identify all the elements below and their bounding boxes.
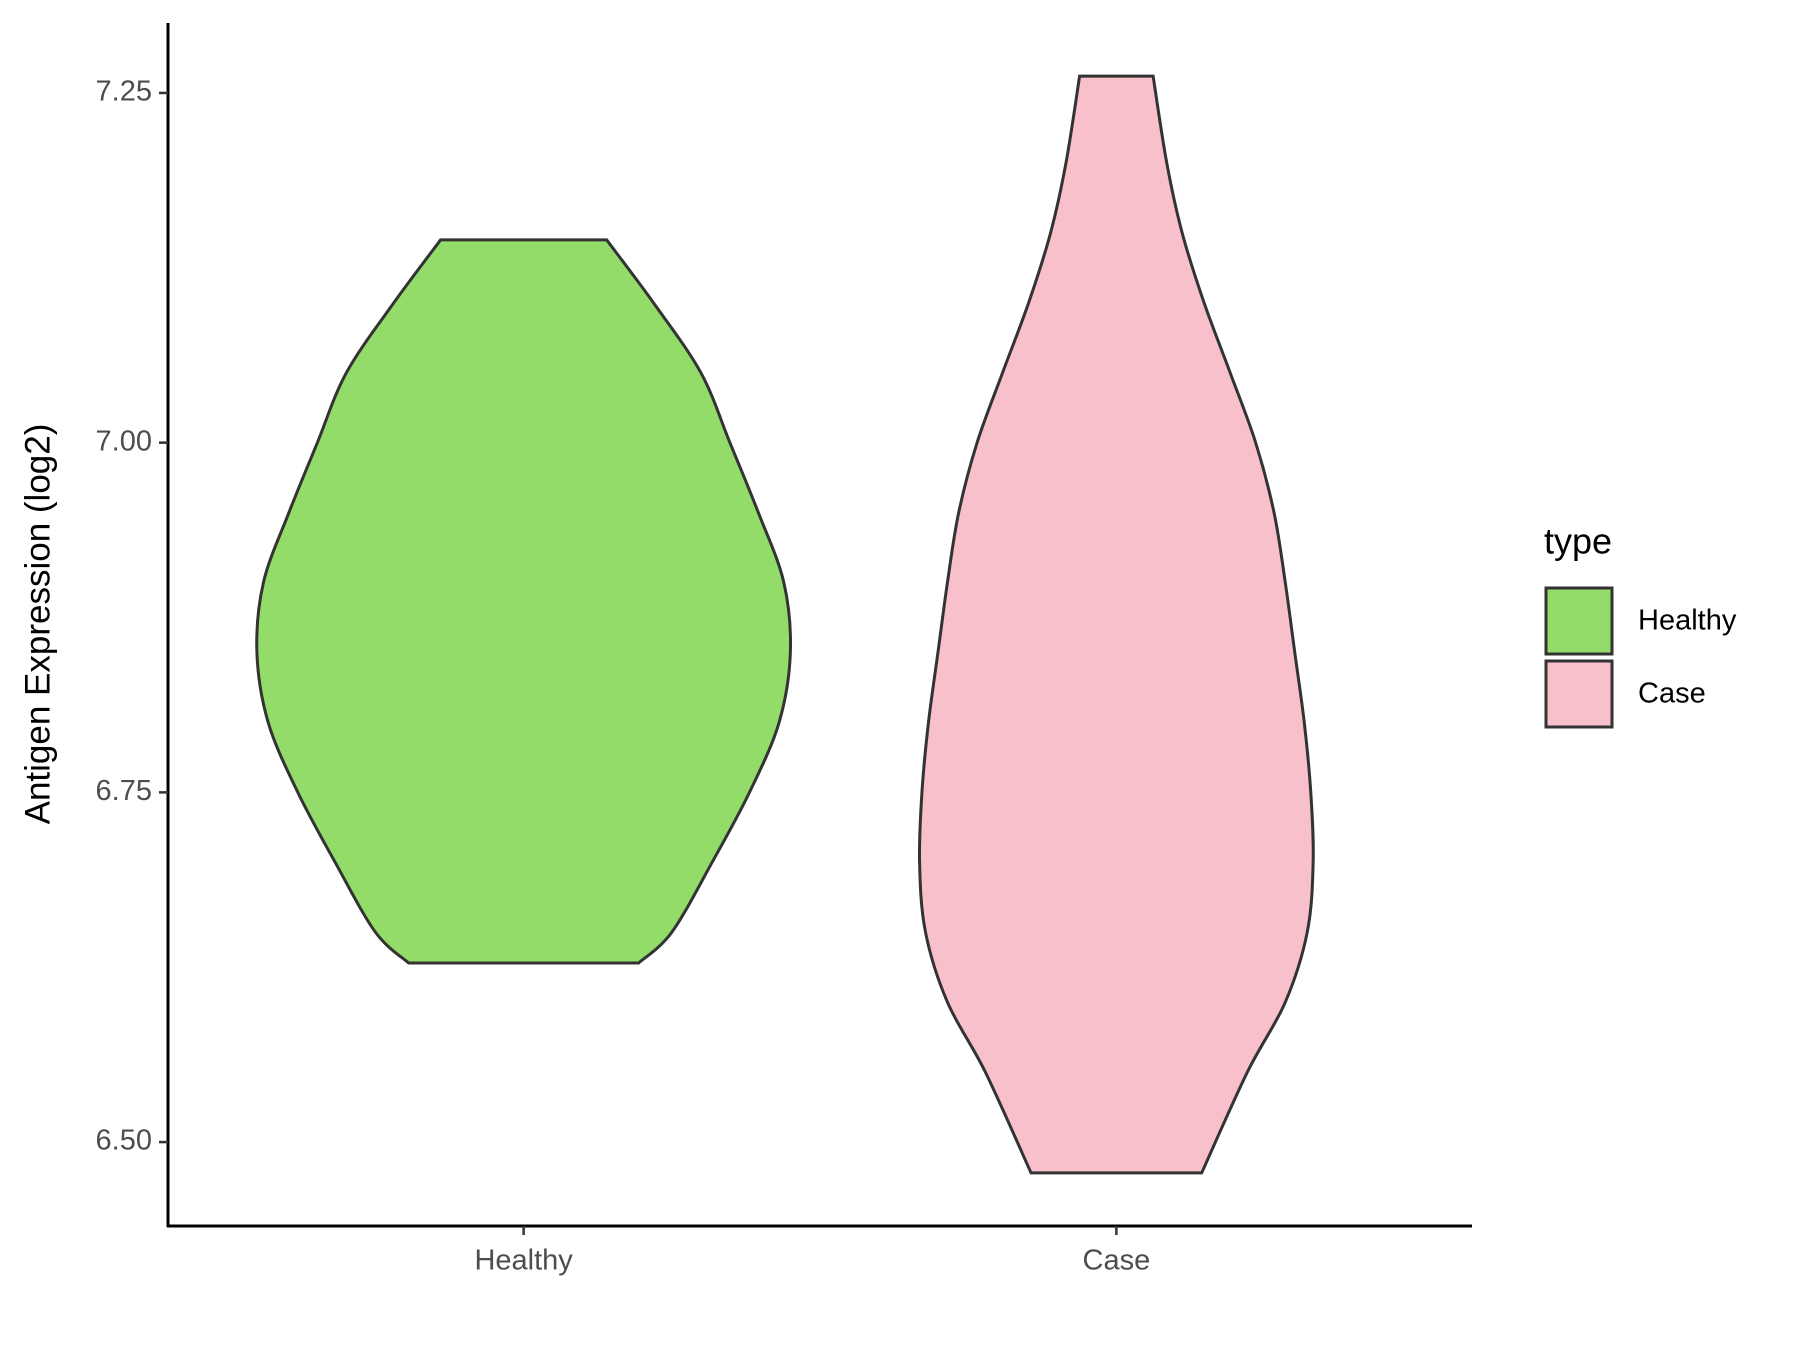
- y-tick-label: 7.00: [96, 425, 152, 457]
- y-tick-label: 6.75: [96, 775, 152, 807]
- legend-label: Case: [1638, 678, 1706, 710]
- legend-key: [1544, 586, 1614, 656]
- legend-key: [1544, 659, 1614, 729]
- legend-label: Healthy: [1638, 605, 1737, 637]
- violin: [917, 74, 1315, 1175]
- x-tick-label: Healthy: [474, 1245, 573, 1277]
- violin: [255, 238, 793, 965]
- legend-title: type: [1544, 521, 1612, 562]
- y-tick-label: 7.25: [96, 76, 152, 108]
- y-axis-title: Antigen Expression (log2): [18, 424, 57, 825]
- y-tick-label: 6.50: [96, 1125, 152, 1157]
- x-tick-label: Case: [1083, 1245, 1151, 1277]
